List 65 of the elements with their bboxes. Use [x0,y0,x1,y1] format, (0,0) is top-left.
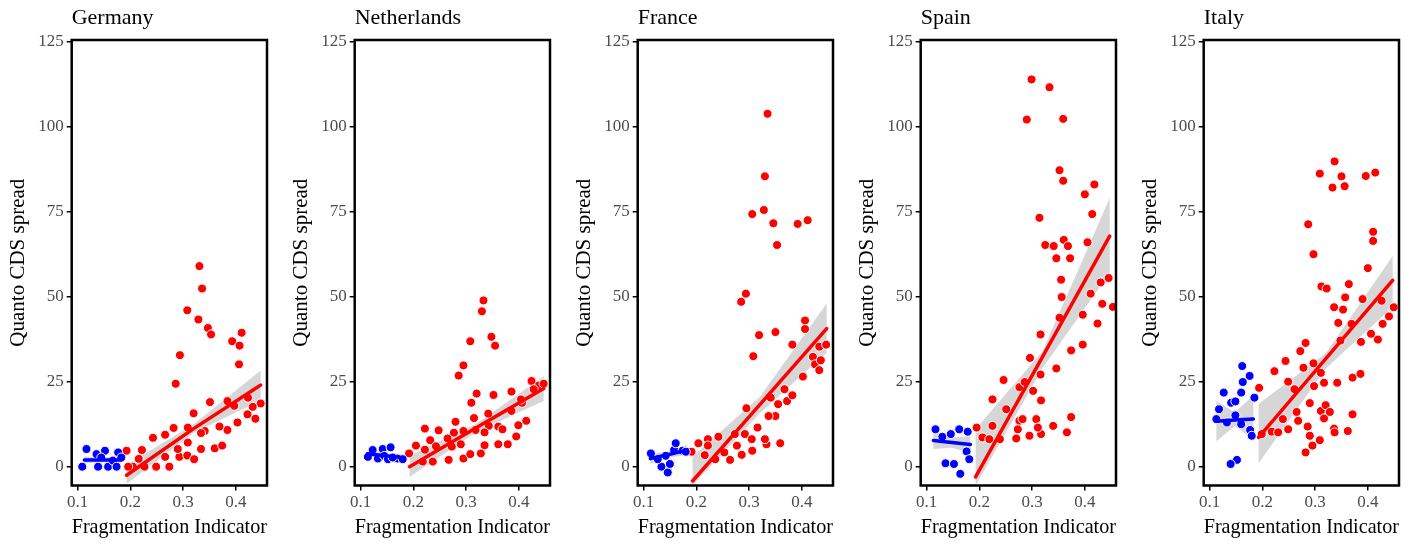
y-tick-label: 0 [904,456,913,476]
x-tick-label: 0.2 [685,492,707,512]
x-tick-label: 0.1 [66,492,89,512]
x-tick-label: 0.1 [349,492,372,512]
y-tick-label: 0 [1187,456,1196,476]
y-tick-label: 50 [612,286,630,306]
y-axis-title: Quanto CDS spread [571,178,596,347]
x-tick-label: 0.4 [1357,492,1379,512]
chart-title: Germany [71,4,154,29]
y-tick-label: 125 [38,31,64,51]
chart-title: Spain [920,4,971,29]
y-tick-label: 0 [55,456,64,476]
y-tick-label: 25 [612,371,630,391]
chart-title: Netherlands [354,4,461,29]
y-tick-label: 50 [46,286,64,306]
y-tick-label: 50 [895,286,913,306]
x-axis-title: Fragmentation Indicator [1203,514,1400,539]
y-tick-label: 100 [604,116,630,136]
y-axis-title: Quanto CDS spread [1137,178,1162,347]
y-tick-label: 75 [46,201,64,221]
y-tick-label: 25 [895,371,913,391]
y-tick-label: 25 [46,371,64,391]
chart-title: France [637,4,698,29]
y-tick-label: 100 [887,116,913,136]
y-tick-label: 25 [1178,371,1196,391]
y-tick-label: 75 [612,201,630,221]
y-tick-label: 125 [887,31,913,51]
y-axis-title: Quanto CDS spread [5,178,30,347]
x-axis-title: Fragmentation Indicator [71,514,268,539]
x-tick-label: 0.3 [172,492,194,512]
y-tick-label: 100 [38,116,64,136]
x-tick-label: 0.4 [225,492,247,512]
y-tick-label: 50 [329,286,347,306]
x-tick-label: 0.2 [119,492,141,512]
y-tick-label: 125 [604,31,630,51]
x-tick-label: 0.2 [1251,492,1273,512]
x-tick-label: 0.3 [738,492,760,512]
y-tick-label: 75 [895,201,913,221]
x-tick-label: 0.1 [915,492,938,512]
x-tick-label: 0.3 [1021,492,1043,512]
x-tick-label: 0.3 [1304,492,1326,512]
x-tick-label: 0.1 [632,492,655,512]
y-tick-label: 75 [329,201,347,221]
x-axis-title: Fragmentation Indicator [920,514,1117,539]
y-tick-label: 50 [1178,286,1196,306]
x-tick-label: 0.1 [1198,492,1221,512]
y-tick-label: 75 [1178,201,1196,221]
x-tick-label: 0.2 [402,492,424,512]
y-tick-label: 0 [621,456,630,476]
x-tick-label: 0.3 [455,492,477,512]
x-tick-label: 0.4 [791,492,813,512]
x-axis-title: Fragmentation Indicator [354,514,551,539]
y-tick-label: 100 [321,116,347,136]
x-axis-title: Fragmentation Indicator [637,514,834,539]
y-axis-title: Quanto CDS spread [854,178,879,347]
y-axis-title: Quanto CDS spread [288,178,313,347]
y-tick-label: 0 [338,456,347,476]
x-tick-label: 0.4 [1074,492,1096,512]
x-tick-label: 0.4 [508,492,530,512]
y-tick-label: 125 [321,31,347,51]
x-tick-label: 0.2 [968,492,990,512]
y-tick-label: 125 [1170,31,1196,51]
y-tick-label: 25 [329,371,347,391]
chart-title: Italy [1203,4,1245,29]
y-tick-label: 100 [1170,116,1196,136]
